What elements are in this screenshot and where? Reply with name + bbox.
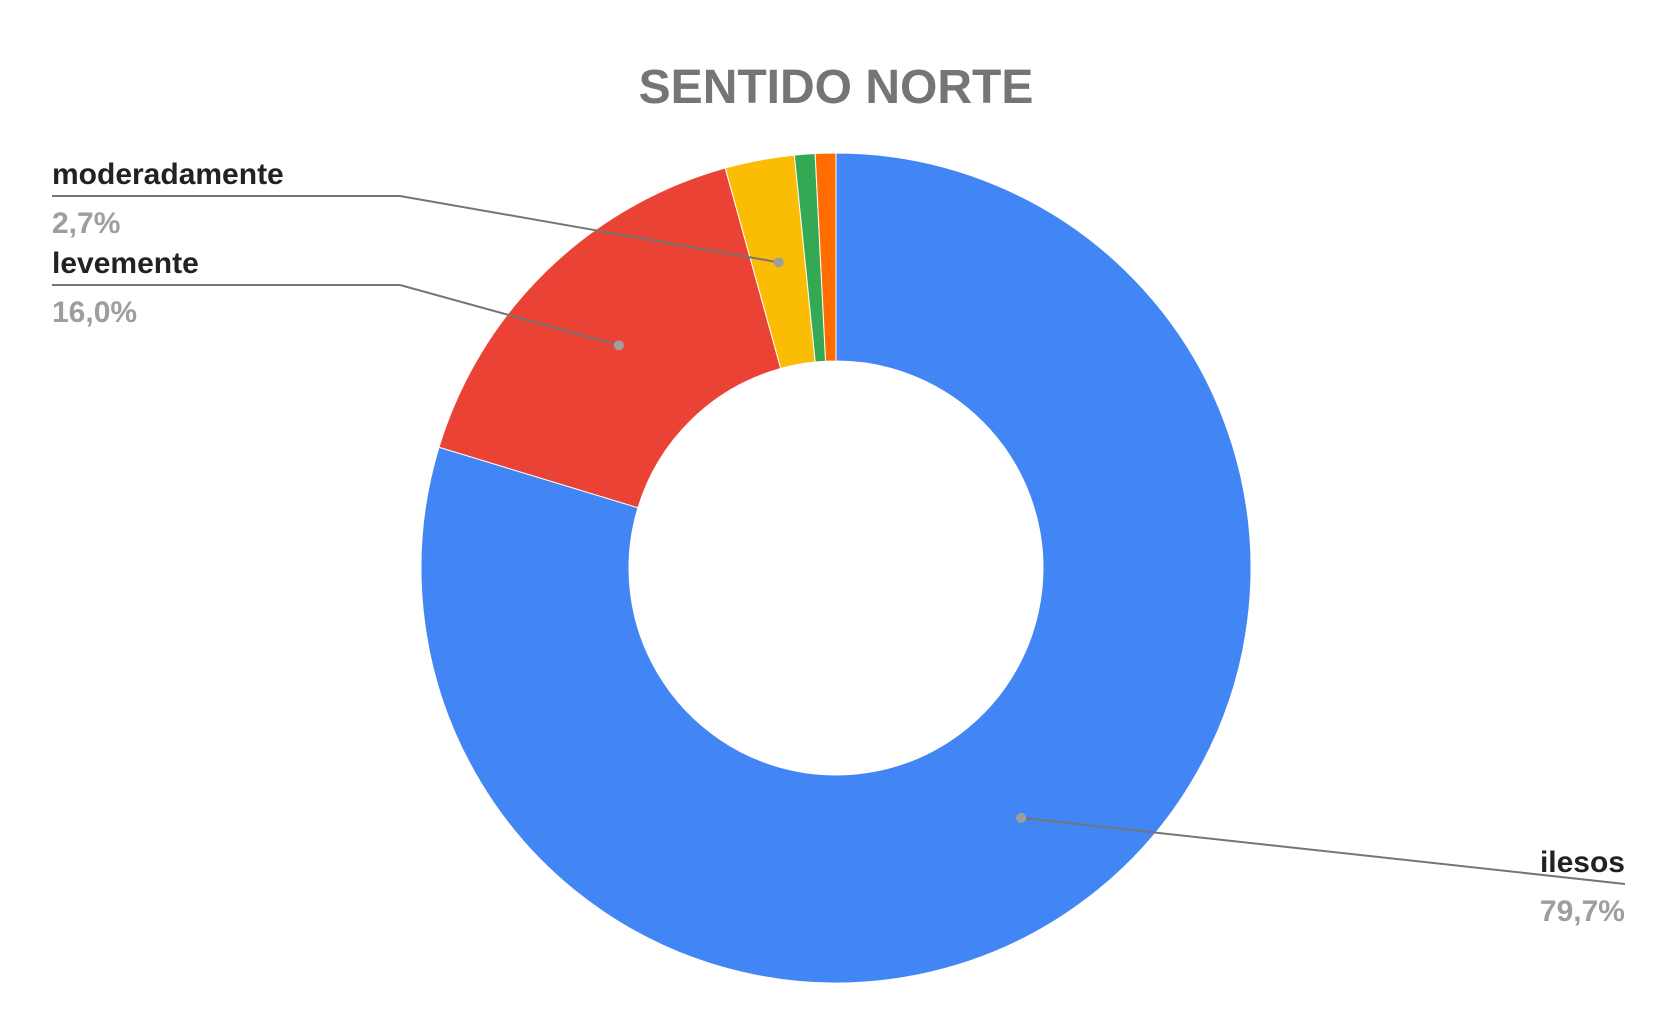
label-name-levemente: levemente — [52, 247, 199, 280]
leader-dot-moderadamente — [773, 257, 784, 268]
label-name-ilesos: ilesos — [1540, 846, 1625, 879]
leader-line-moderadamente — [52, 195, 779, 264]
labels-group: ilesos 79,7% levemente 16,0% moderadamente 2,… — [52, 158, 1626, 928]
label-name-moderadamente: moderadamente — [52, 158, 284, 191]
chart-title: SENTIDO NORTE — [639, 61, 1034, 114]
label-value-ilesos: 79,7% — [1540, 895, 1625, 928]
leader-dot-ilesos — [1016, 812, 1027, 823]
slice-unlabeled-4 — [814, 152, 837, 362]
slice-levemente — [438, 167, 782, 509]
label-value-levemente: 16,0% — [52, 296, 137, 329]
slice-ilesos — [420, 152, 1252, 984]
leader-line-levemente — [52, 284, 620, 347]
leader-dot-levemente — [613, 340, 624, 351]
slices-group — [420, 152, 1252, 984]
label-value-moderadamente: 2,7% — [52, 207, 120, 240]
leader-line-ilesos — [1021, 816, 1626, 885]
